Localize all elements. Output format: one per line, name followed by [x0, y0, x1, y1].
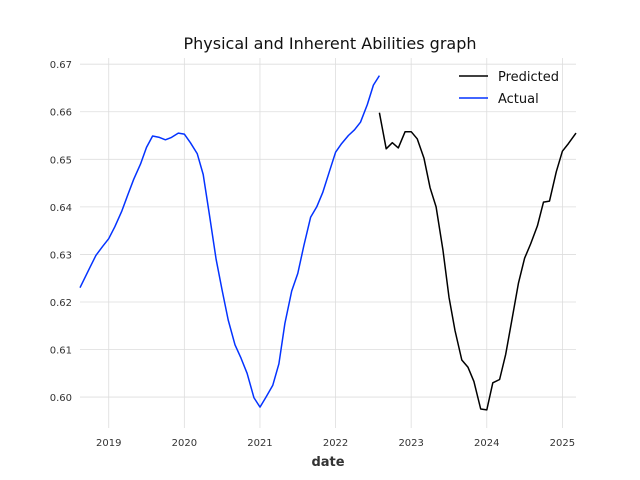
chart-title: Physical and Inherent Abilities graph	[183, 34, 476, 53]
y-tick-label: 0.63	[50, 250, 72, 261]
y-tick-label: 0.64	[50, 203, 72, 214]
x-tick-label: 2022	[323, 438, 348, 449]
series-line-actual	[79, 75, 381, 408]
x-axis-label: date	[311, 455, 344, 470]
x-tick-label: 2020	[172, 438, 197, 449]
tick-labels: 0.60 0.61 0.62 0.63 0.64 0.65 0.66 0.67 2019 2020…	[50, 60, 575, 449]
x-tick-label: 2021	[247, 438, 272, 449]
legend-label-actual: Actual	[498, 92, 539, 107]
legend-label-predicted: Predicted	[498, 70, 559, 85]
legend: Predicted Actual	[459, 70, 559, 107]
series-layer	[79, 75, 577, 411]
y-tick-label: 0.65	[50, 155, 72, 166]
y-tick-label: 0.60	[50, 393, 72, 404]
x-tick-label: 2023	[398, 438, 423, 449]
series-line-predicted	[378, 112, 577, 411]
x-tick-label: 2025	[550, 438, 575, 449]
x-tick-label: 2024	[474, 438, 499, 449]
grid	[80, 58, 576, 428]
y-tick-label: 0.66	[50, 108, 72, 119]
x-tick-label: 2019	[96, 438, 121, 449]
y-tick-label: 0.61	[50, 346, 72, 357]
y-tick-label: 0.62	[50, 298, 72, 309]
y-tick-label: 0.67	[50, 60, 72, 71]
